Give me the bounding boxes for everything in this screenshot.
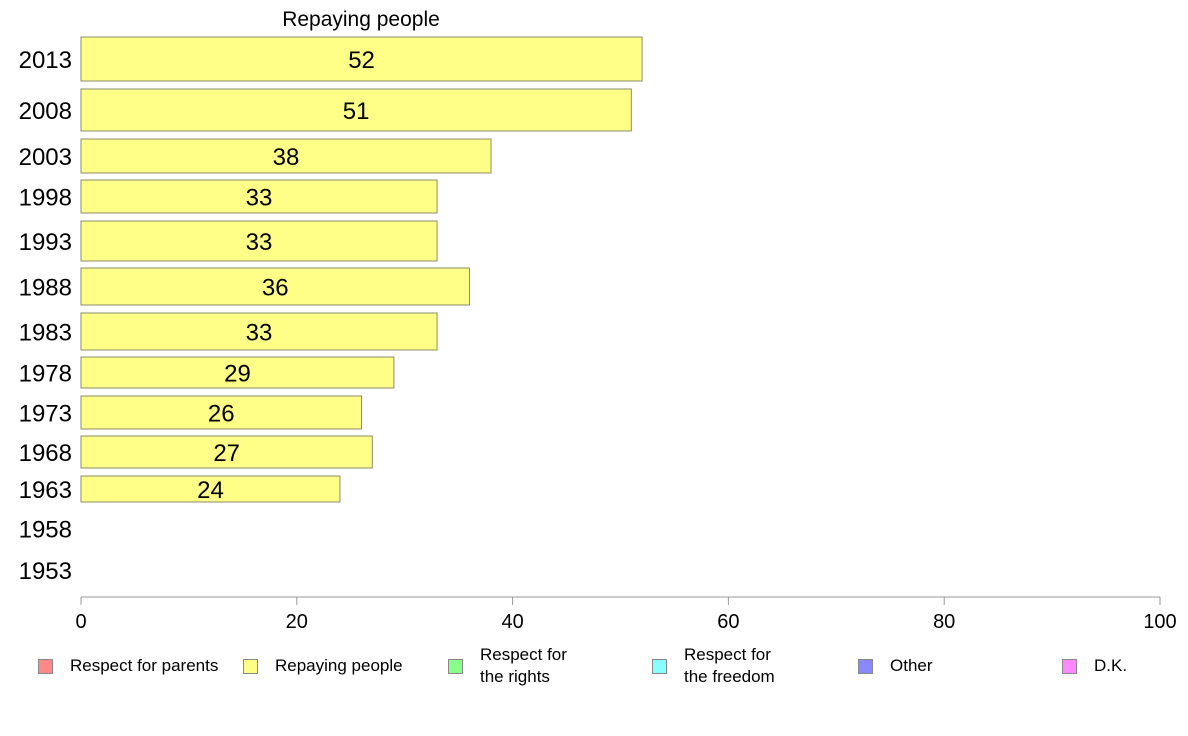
legend-item: Repaying people: [243, 640, 403, 692]
bar: [80, 36, 643, 82]
legend-item: D.K.: [1062, 640, 1127, 692]
bars-group: 2013 52 2008 51 2003 38 1998 33 1993 33 1988 36 1983…: [19, 36, 643, 585]
y-tick-label: 1993: [19, 229, 72, 256]
legend-item: Respect for parents: [38, 640, 218, 692]
y-tick-label: 2003: [19, 144, 72, 171]
bar: [80, 435, 373, 469]
bar: [80, 179, 438, 214]
bar-value-label: 33: [246, 229, 273, 256]
bar: [80, 356, 395, 389]
x-tick-label: 0: [75, 611, 86, 633]
bar-value-label: 29: [224, 361, 251, 388]
x-tick-label: 40: [501, 611, 523, 633]
legend-swatch: [243, 658, 258, 674]
y-tick-label: 1983: [19, 320, 72, 347]
chart-title: Repaying people: [282, 8, 440, 31]
bar-value-label: 33: [246, 320, 273, 347]
y-tick-label: 2008: [19, 98, 72, 125]
bar-value-label: 27: [213, 440, 240, 467]
legend-swatch: [1062, 658, 1077, 674]
y-tick-label: 1968: [19, 440, 72, 467]
legend-swatch: [448, 658, 463, 674]
legend-item: Other: [858, 640, 933, 692]
legend-label: Respect for the freedom: [684, 645, 775, 686]
legend-label: Other: [890, 656, 933, 675]
bar: [80, 220, 438, 262]
bar-value-label: 36: [262, 275, 289, 302]
y-tick-label: 1978: [19, 361, 72, 388]
bar-value-label: 33: [246, 185, 273, 212]
y-tick-label: 1973: [19, 401, 72, 428]
bar: [80, 267, 470, 306]
x-tick-label: 20: [286, 611, 308, 633]
legend-label: Respect for the rights: [480, 645, 567, 686]
bar: [80, 395, 363, 430]
x-tick-label: 80: [933, 611, 955, 633]
y-tick-label: 1958: [19, 517, 72, 544]
x-axis: 0 20 40 60 80 100: [75, 596, 1177, 633]
legend-swatch: [38, 658, 53, 674]
y-tick-label: 1963: [19, 477, 72, 504]
bar: [80, 312, 438, 351]
bar: [80, 88, 632, 132]
bar: [80, 475, 341, 503]
bar-value-label: 52: [348, 47, 375, 74]
y-tick-label: 1953: [19, 558, 72, 585]
bar-value-label: 26: [208, 401, 235, 428]
y-tick-label: 2013: [19, 47, 72, 74]
x-tick-label: 100: [1143, 611, 1176, 633]
legend-item: Respect for the rights: [448, 640, 567, 692]
bar-value-label: 51: [343, 98, 370, 125]
legend-label: D.K.: [1094, 656, 1128, 675]
bar: [80, 138, 492, 174]
y-tick-label: 1988: [19, 275, 72, 302]
bar-chart: Repaying people 2013 52 2008 51 2003 38 1998 33…: [19, 8, 1177, 633]
legend-label: Respect for parents: [70, 656, 219, 675]
legend-swatch: [652, 658, 667, 674]
legend-label: Repaying people: [275, 656, 403, 675]
bar-value-label: 38: [273, 144, 300, 171]
legend: Respect for parents Repaying people Respec…: [0, 640, 1188, 696]
y-tick-label: 1998: [19, 185, 72, 212]
legend-item: Respect for the freedom: [652, 640, 775, 692]
bar-value-label: 24: [197, 477, 224, 504]
legend-swatch: [858, 658, 873, 674]
x-tick-label: 60: [717, 611, 739, 633]
